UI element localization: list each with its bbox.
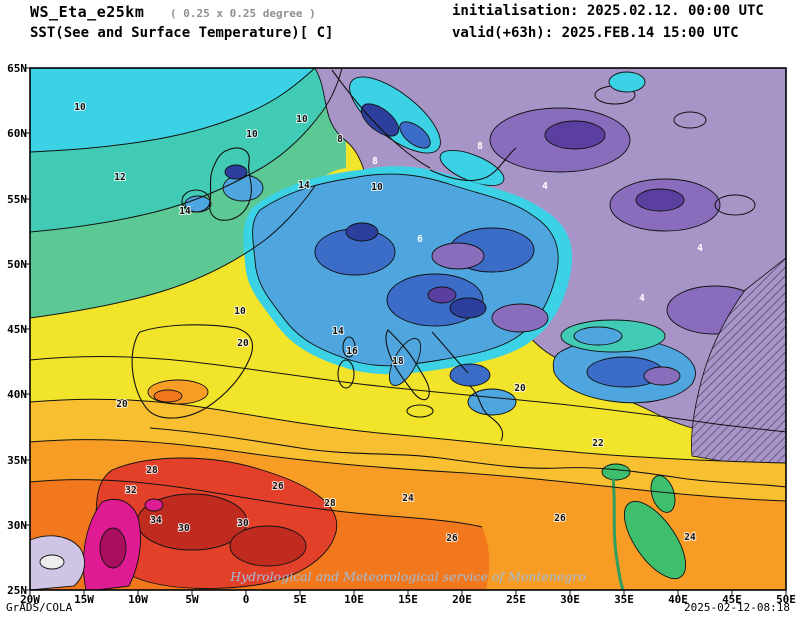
watermark: Hydrological and Meteorological service … — [230, 569, 586, 584]
contour-label: 6 — [417, 234, 423, 245]
lat-label: 55N — [7, 193, 27, 206]
contour-label: 24 — [684, 532, 696, 543]
lat-label: 50N — [7, 258, 27, 271]
lat-label: 35N — [7, 454, 27, 467]
creation-timestamp: 2025-02-12-08:18 — [684, 601, 790, 614]
contour-label: 18 — [392, 356, 404, 367]
contour-label: 10 — [296, 114, 308, 125]
contour-label: 22 — [592, 438, 603, 449]
lon-label: 10W — [128, 593, 148, 606]
lat-label: 40N — [7, 388, 27, 401]
lon-label: 35E — [614, 593, 634, 606]
lon-label: 0 — [242, 593, 250, 606]
lon-label: 20W — [20, 593, 40, 606]
contour-label: 26 — [272, 481, 284, 492]
lat-label: 25N — [7, 584, 27, 597]
contour-label: 30 — [237, 518, 249, 529]
lat-label: 65N — [7, 62, 27, 75]
contour-label: 28 — [324, 498, 336, 509]
lon-label: 50E — [776, 593, 796, 606]
contour-label: 34 — [150, 515, 162, 526]
grid-resolution: ( 0.25 x 0.25 degree ) — [170, 7, 316, 20]
contour-label: 20 — [237, 338, 249, 349]
lat-label: 45N — [7, 323, 27, 336]
contour-label: 10 — [234, 306, 246, 317]
contour-label: 4 — [697, 243, 703, 254]
contour-label: 24 — [402, 493, 414, 504]
lon-label: 40E — [668, 593, 688, 606]
contour-label: 30 — [178, 523, 190, 534]
coastlines — [131, 69, 786, 488]
lon-label: 5E — [293, 593, 307, 606]
contour-label: 10 — [74, 102, 86, 113]
contour-label: 20 — [514, 383, 526, 394]
lat-label: 30N — [7, 519, 27, 532]
lon-label: 20E — [452, 593, 472, 606]
contour-label: 14 — [179, 206, 191, 217]
contour-label: 26 — [446, 533, 458, 544]
contour-lines — [30, 68, 786, 528]
contour-label: 14 — [298, 180, 310, 191]
contour-label: 26 — [554, 513, 566, 524]
contour-label: 10 — [246, 129, 258, 140]
contour-label: 14 — [332, 326, 344, 337]
contour-label: 8 — [477, 141, 483, 152]
contour-label: 4 — [639, 293, 645, 304]
lon-label: 15E — [398, 593, 418, 606]
initialisation-time: initialisation: 2025.02.12. 00:00 UTC — [452, 3, 764, 19]
contour-label: 28 — [146, 465, 158, 476]
contour-label: 10 — [371, 182, 383, 193]
valid-time: valid(+63h): 2025.FEB.14 15:00 UTC — [452, 25, 739, 41]
contour-label: 20 — [116, 399, 128, 410]
hatched-terrain-region — [691, 257, 786, 473]
lon-label: 15W — [74, 593, 94, 606]
model-name: WS_Eta_e25km — [30, 3, 145, 21]
grads-credit: GrADS/COLA — [6, 601, 73, 614]
tick-marks — [24, 67, 787, 596]
lon-label: 25E — [506, 593, 526, 606]
contour-label: 32 — [125, 485, 136, 496]
contour-label: 12 — [114, 172, 125, 183]
lon-label: 45E — [722, 593, 742, 606]
contour-label: 16 — [346, 346, 358, 357]
contour-label: 8 — [372, 156, 378, 167]
contour-label: 8 — [337, 134, 343, 145]
lat-label: 60N — [7, 127, 27, 140]
temperature-field — [30, 68, 786, 590]
field-title: SST(See and Surface Temperature)[ C] — [30, 25, 334, 41]
contour-label: 4 — [542, 181, 548, 192]
lon-label: 10E — [344, 593, 364, 606]
lon-label: 30E — [560, 593, 580, 606]
lon-label: 5W — [185, 593, 199, 606]
